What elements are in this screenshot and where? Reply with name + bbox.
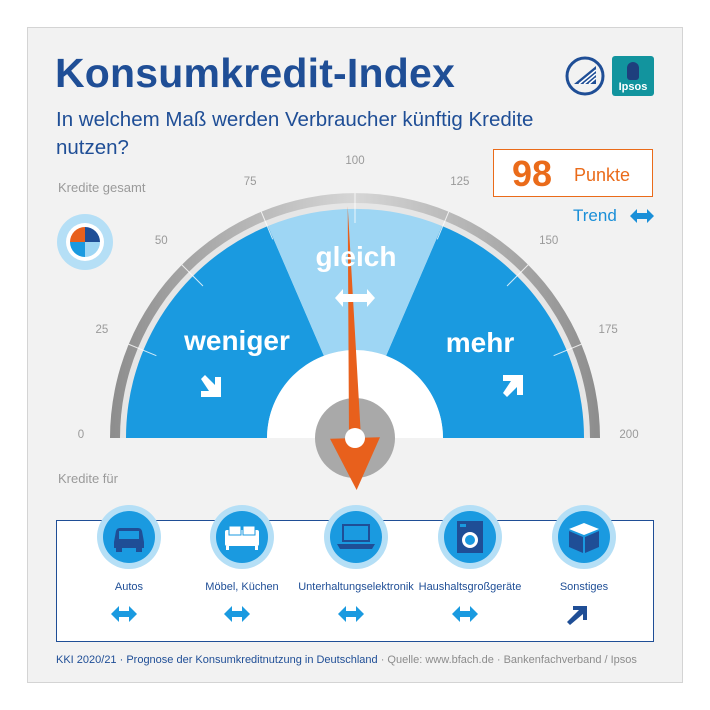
gauge-tick-label: 100 xyxy=(345,155,365,167)
left-right-arrow-icon xyxy=(630,209,654,223)
down-right-arrow-icon xyxy=(201,375,221,397)
gauge-needle xyxy=(330,206,380,490)
gauge-tick-label: 200 xyxy=(619,429,639,441)
gauge-tick-label: 50 xyxy=(154,235,168,248)
page-subtitle: In welchem Maß werden Verbraucher künfti… xyxy=(56,108,534,159)
sofa-icon xyxy=(210,505,274,569)
footer-source: · Quelle: www.bfach.de · Bankenfachverba… xyxy=(377,654,637,666)
left-right-arrow-icon xyxy=(111,606,137,622)
gauge-section-label: Kredite gesamt xyxy=(58,180,146,195)
gauge-zone-gleich xyxy=(268,208,442,356)
footer-text: KKI 2020/21 · Prognose der Konsumkreditn… xyxy=(56,654,378,666)
gauge-tick-mark xyxy=(436,211,450,240)
score-value: 98 xyxy=(512,153,553,194)
category-label: Haushaltsgroßgeräte xyxy=(418,581,522,593)
gauge-zone-weniger xyxy=(125,226,324,438)
overall-trend: Trend xyxy=(573,206,654,226)
footer: KKI 2020/21 · Prognose der Konsumkreditn… xyxy=(56,654,637,666)
gauge-hub-center xyxy=(345,428,365,448)
zone-label-gleich: gleich xyxy=(316,241,397,272)
categories-panel: Autos Möbel, Küchen Unterhaltungselektro… xyxy=(56,505,654,642)
left-right-arrow-icon xyxy=(224,606,250,622)
category-unterhaltungselektronik: Unterhaltungselektronik xyxy=(296,505,416,641)
overall-icon xyxy=(57,214,113,270)
bankenfachverband-logo xyxy=(565,56,605,96)
left-right-arrow-icon xyxy=(335,289,375,307)
page-title: Konsumkredit-Index xyxy=(55,50,455,96)
gauge-tick-label: 150 xyxy=(539,235,559,248)
score-box: 98 Punkte xyxy=(493,149,653,197)
category-label: Möbel, Küchen xyxy=(205,581,279,593)
up-right-arrow-icon xyxy=(567,606,587,625)
category-sonstiges: Sonstiges xyxy=(524,505,644,641)
trend-label: Trend xyxy=(573,206,617,225)
gauge-tick-mark xyxy=(128,343,157,357)
zone-label-weniger: weniger xyxy=(183,325,290,356)
category-moebel: Möbel, Küchen xyxy=(182,505,302,641)
gauge-tick-label: 125 xyxy=(450,175,470,188)
gauge-zone-mehr xyxy=(386,226,585,438)
gauge-tick-mark xyxy=(260,211,274,240)
gauge-tick-mark xyxy=(553,343,582,357)
car-icon xyxy=(97,505,161,569)
gauge-tick-mark xyxy=(506,264,529,287)
up-right-arrow-icon xyxy=(503,375,523,397)
category-label: Autos xyxy=(114,581,144,593)
zone-label-mehr: mehr xyxy=(446,327,515,358)
gauge-tick-label: 75 xyxy=(243,175,257,188)
gauge-tick-label: 175 xyxy=(598,324,618,337)
gauge-tick-label: 0 xyxy=(77,429,85,441)
gauge-tick-mark xyxy=(181,264,204,287)
laptop-icon xyxy=(324,505,388,569)
box-icon xyxy=(552,505,616,569)
category-label: Unterhaltungselektronik xyxy=(298,581,414,593)
score-unit: Punkte xyxy=(574,165,631,185)
gauge-tick-label: 25 xyxy=(95,324,109,337)
washing-machine-icon xyxy=(438,505,502,569)
categories-section-label: Kredite für xyxy=(58,471,118,486)
category-label: Sonstiges xyxy=(559,581,609,593)
category-autos: Autos xyxy=(69,505,189,641)
category-haushaltsgrossgeraete: Haushaltsgroßgeräte xyxy=(410,505,530,641)
left-right-arrow-icon xyxy=(452,606,478,622)
left-right-arrow-icon xyxy=(338,606,364,622)
ipsos-logo: Ipsos xyxy=(612,56,654,96)
